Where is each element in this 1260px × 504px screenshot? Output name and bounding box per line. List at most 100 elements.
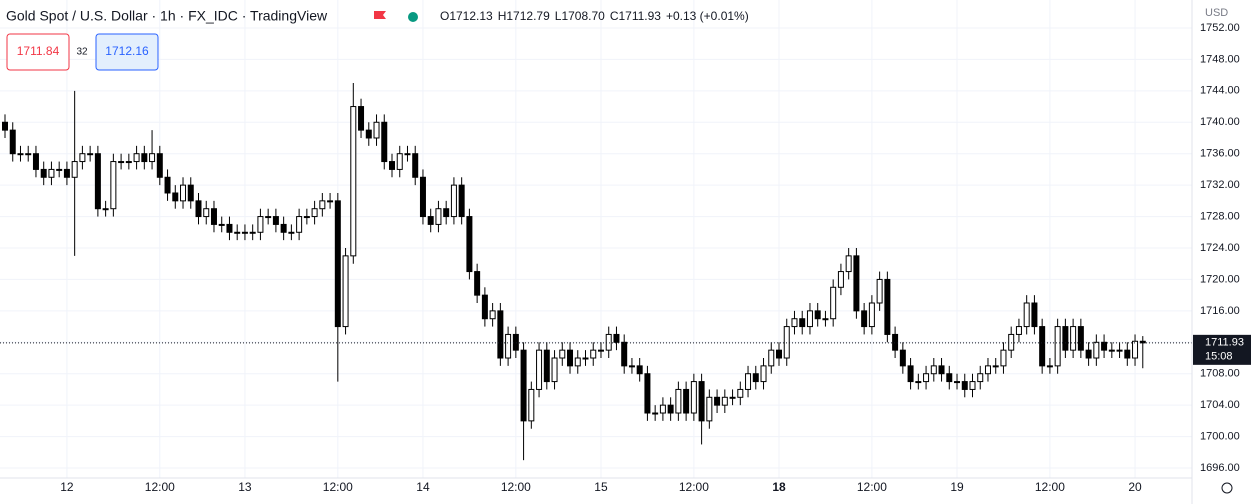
candle-body [791, 318, 798, 328]
candle-body [752, 373, 759, 383]
candle-body [450, 184, 457, 218]
y-tick-label: 1704.00 [1200, 399, 1240, 411]
candle-body [334, 200, 341, 328]
candle-body [1000, 349, 1007, 367]
buy-button[interactable] [95, 33, 159, 71]
candle-body [512, 333, 519, 351]
candle-body [605, 333, 612, 351]
candle-body [597, 349, 604, 352]
candle-body [1054, 326, 1061, 367]
settings-icon[interactable] [1221, 482, 1233, 494]
x-tick-label: 12:00 [1035, 480, 1065, 494]
candle-body [1085, 349, 1092, 359]
candle-body [327, 200, 334, 203]
candle-body [1039, 326, 1046, 367]
currency[interactable]: USD [1205, 7, 1228, 19]
x-tick-label: 12:00 [323, 480, 353, 494]
candle-body [1023, 302, 1030, 328]
candle-body [714, 396, 721, 406]
ohlc-legend: O1712.13 H1712.79 L1708.70 C1711.93 +0.13 (+… [440, 9, 749, 23]
candle-body [110, 161, 117, 210]
candle-body [675, 388, 682, 414]
candle-body [1139, 340, 1146, 344]
candle-body [389, 161, 395, 170]
x-tick-label: 12 [60, 480, 74, 494]
flag-icon[interactable] [374, 11, 386, 19]
candle-body [48, 168, 55, 178]
candle-body [853, 255, 860, 312]
candle-body [365, 129, 372, 139]
candle-body [776, 349, 782, 359]
candle-body [280, 223, 287, 233]
candle-body [87, 153, 94, 156]
y-tick-label: 1720.00 [1200, 273, 1240, 285]
candle-body [1031, 302, 1038, 328]
candle-body [141, 153, 148, 163]
candle-body [319, 200, 326, 210]
candle-body [180, 184, 187, 202]
candle-body [930, 365, 937, 375]
y-tick-label: 1748.00 [1200, 53, 1240, 65]
x-tick-label: 18 [772, 480, 786, 494]
bid-price[interactable]: 1711.84 [17, 44, 60, 58]
candle-body [203, 208, 210, 218]
candle-body [1124, 349, 1131, 359]
candle-body [497, 310, 504, 359]
plot [0, 82, 1192, 461]
x-tick-label: 19 [950, 480, 964, 494]
candle-body [992, 365, 999, 368]
candle-body [543, 349, 550, 383]
ask-price[interactable]: 1712.16 [105, 44, 149, 58]
y-tick-label: 1728.00 [1200, 210, 1240, 222]
candle-body [1108, 349, 1115, 352]
candle-body [218, 223, 225, 226]
candle-body [652, 412, 659, 415]
candle-body [745, 373, 752, 390]
candle-body [536, 349, 543, 390]
candle-body [9, 129, 16, 155]
x-tick-label: 15 [594, 480, 608, 494]
countdown-label: 15:08 [1205, 351, 1233, 363]
y-tick-label: 1736.00 [1200, 148, 1240, 160]
spread: 32 [76, 47, 88, 58]
candle-body [559, 349, 566, 359]
candle-body [505, 333, 512, 359]
candle-body [226, 223, 233, 233]
candle-body [288, 231, 295, 234]
candle-body [760, 365, 767, 383]
candle-body [381, 121, 388, 163]
candle-body [721, 396, 728, 406]
candle-body [768, 349, 775, 367]
candle-body [102, 208, 109, 211]
candle-body [783, 326, 790, 359]
candle-body [1008, 333, 1015, 351]
candle-body [830, 286, 837, 320]
candle-body [164, 176, 171, 194]
candle-body [977, 373, 984, 383]
candle-body [1116, 349, 1123, 352]
x-tick-label: 14 [416, 480, 430, 494]
candle-body [574, 357, 581, 367]
candle-body [806, 310, 813, 328]
candle-body [32, 153, 39, 170]
candle-body [551, 357, 558, 383]
candle-body [25, 153, 32, 156]
candle-body [1015, 326, 1022, 335]
candle-body [71, 161, 78, 178]
y-tick-label: 1732.00 [1200, 179, 1240, 191]
candle-body [94, 153, 101, 210]
candle-body [907, 365, 914, 383]
candle-body [946, 373, 953, 383]
candle-body [698, 381, 705, 422]
candle-body [296, 216, 303, 233]
candle-body [195, 200, 202, 218]
time-axis: 12 12:00 13 12:00 14 12:00 15 12:00 18 12:00 19 12:… [60, 480, 1142, 494]
candle-body [984, 365, 991, 375]
candle-body [567, 349, 574, 367]
candle-body [210, 208, 217, 225]
candle-body [590, 349, 597, 359]
candle-body [149, 153, 156, 163]
sell-button[interactable] [6, 33, 70, 71]
